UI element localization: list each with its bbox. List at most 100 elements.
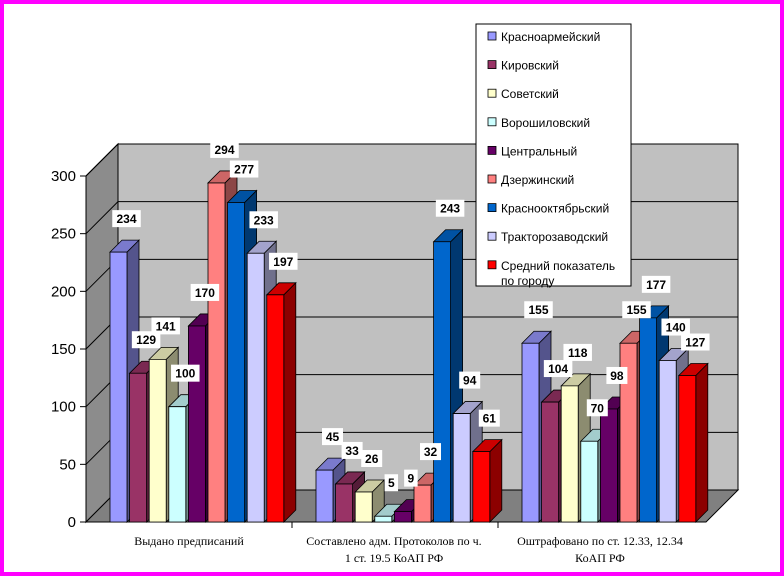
bar-front xyxy=(227,202,246,523)
data-label-bg xyxy=(384,474,399,492)
bar-front xyxy=(433,241,452,523)
bar-front xyxy=(639,317,657,523)
legend-label: Красноармейский xyxy=(501,30,600,44)
legend-label: Тракторозаводский xyxy=(501,230,608,244)
legend xyxy=(475,23,632,287)
data-label-bg xyxy=(112,210,141,228)
bar-front xyxy=(472,451,491,523)
data-label-bg xyxy=(249,211,278,229)
data-label: 140 xyxy=(666,321,686,335)
bar xyxy=(677,362,709,523)
legend-swatch xyxy=(487,60,497,69)
data-label: 129 xyxy=(136,333,156,347)
data-label: 98 xyxy=(610,369,624,383)
data-label-bg xyxy=(322,428,343,446)
bar-front xyxy=(393,511,412,523)
data-label: 170 xyxy=(195,286,215,300)
category-label: Составлено адм. Протоколов по ч. xyxy=(306,534,481,548)
data-label: 61 xyxy=(483,412,497,426)
category-label: 1 ст. 19.5 КоАП РФ xyxy=(345,551,443,565)
y-tick-label: 250 xyxy=(51,226,76,243)
data-label: 233 xyxy=(254,213,274,227)
bar-side xyxy=(489,438,503,523)
bar-front xyxy=(187,325,206,523)
data-label: 155 xyxy=(626,303,646,317)
bar-front xyxy=(452,413,471,523)
data-label-bg xyxy=(229,160,259,178)
legend-swatch xyxy=(487,174,497,184)
data-label: 118 xyxy=(568,346,588,360)
data-label-bg xyxy=(459,371,481,389)
y-tick-label: 300 xyxy=(51,168,76,185)
data-label: 26 xyxy=(365,452,379,466)
bar-chart: 0 50 100 150 200 250 300 Выдано предписаний Сост… xyxy=(51,23,740,565)
data-label-bg xyxy=(661,318,690,336)
data-label-bg xyxy=(361,450,383,468)
bar-front xyxy=(541,401,559,523)
data-label: 104 xyxy=(548,362,568,376)
data-label-bg xyxy=(171,364,200,382)
legend-label: Центральный xyxy=(501,144,577,158)
data-label: 70 xyxy=(591,401,605,415)
legend-swatch xyxy=(487,231,497,241)
y-tick-label: 200 xyxy=(51,283,76,300)
bar xyxy=(265,281,297,523)
data-label: 234 xyxy=(116,212,136,226)
bar-front xyxy=(168,406,187,523)
data-label-bg xyxy=(478,409,500,427)
legend-swatch xyxy=(487,203,497,213)
y-tick-label: 100 xyxy=(51,399,76,416)
data-label: 197 xyxy=(273,255,293,269)
category-label: КоАП РФ xyxy=(575,551,625,565)
data-label-bg xyxy=(543,360,573,378)
category-label: Оштрафовано по ст. 12.33, 12.34 xyxy=(517,534,683,548)
data-label: 294 xyxy=(214,143,234,157)
data-label: 127 xyxy=(685,336,705,350)
legend-label: Кировский xyxy=(501,59,559,73)
data-label-bg xyxy=(524,301,553,319)
data-label: 9 xyxy=(408,472,415,486)
bar xyxy=(354,479,386,523)
data-label: 277 xyxy=(234,163,254,177)
bar-front xyxy=(619,342,638,523)
legend-swatch xyxy=(487,117,497,127)
category-label: Выдано предписаний xyxy=(134,534,244,548)
data-label-bg xyxy=(435,199,465,217)
data-label-bg xyxy=(622,301,651,319)
legend-swatch xyxy=(487,31,497,41)
y-tick-label: 50 xyxy=(59,456,76,473)
legend-label: Средний показатель по городу xyxy=(501,259,615,288)
legend-label: Дзержинский xyxy=(501,173,574,187)
bar-front xyxy=(129,372,148,523)
data-label-bg xyxy=(131,331,161,349)
bar-front xyxy=(109,251,128,523)
legend-swatch xyxy=(487,145,497,155)
data-label: 45 xyxy=(326,430,340,444)
bar-front xyxy=(207,182,226,523)
bar-front xyxy=(658,360,677,523)
bar-front xyxy=(315,469,334,523)
data-label: 94 xyxy=(463,374,477,388)
bar-front xyxy=(413,484,432,523)
legend-label: Ворошиловский xyxy=(501,116,590,130)
bar-front xyxy=(246,252,265,523)
data-label-bg xyxy=(190,283,220,301)
data-label-bg xyxy=(641,275,671,293)
bar-front xyxy=(266,294,285,523)
legend-swatch xyxy=(487,88,497,98)
data-label-bg xyxy=(606,366,628,384)
bar-front xyxy=(148,358,167,523)
bar-front xyxy=(374,515,393,523)
data-label-bg xyxy=(563,343,592,361)
data-label-bg xyxy=(151,317,180,335)
data-label: 5 xyxy=(388,476,395,490)
bar-front xyxy=(354,491,373,523)
data-label: 32 xyxy=(424,445,438,459)
bar-side xyxy=(283,281,297,523)
bar-side xyxy=(695,362,709,523)
data-label: 155 xyxy=(528,303,548,317)
data-label: 33 xyxy=(345,444,359,458)
bar-front xyxy=(678,375,697,523)
data-label-bg xyxy=(586,399,608,417)
